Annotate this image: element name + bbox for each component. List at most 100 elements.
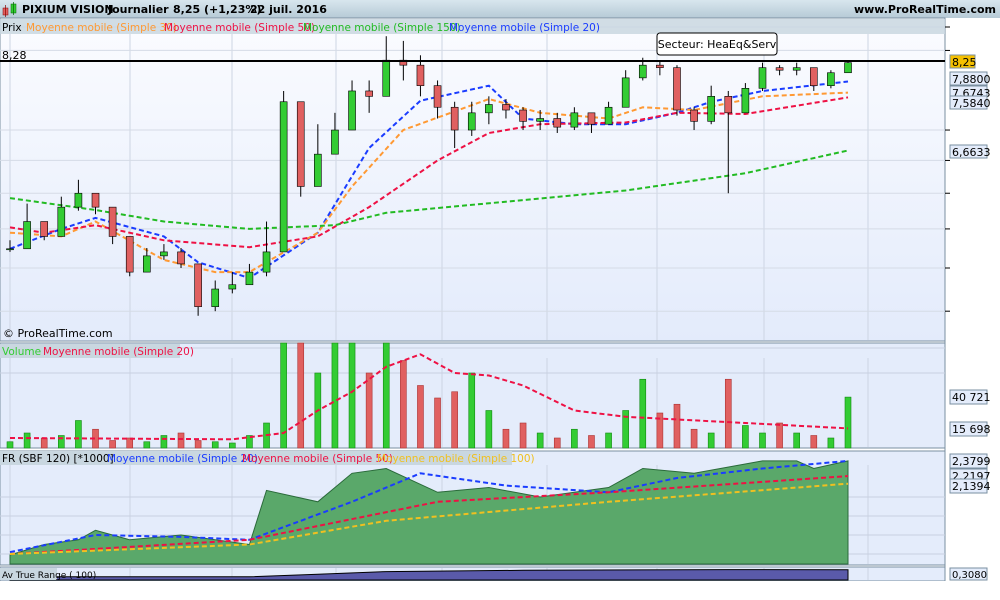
volume-bar xyxy=(348,342,356,449)
volume-bar xyxy=(707,432,715,449)
candle xyxy=(279,90,288,253)
sector-box: Secteur: HeaEq&Serv xyxy=(656,32,778,56)
candle xyxy=(519,107,527,131)
volume-bar xyxy=(400,360,407,449)
legend-volume-ma20[interactable]: Moyenne mobile (Simple 20) xyxy=(43,346,194,358)
candle xyxy=(570,107,579,131)
legend-index-ma100[interactable]: Moyenne mobile (Simple 100) xyxy=(377,453,535,465)
price-panel[interactable] xyxy=(0,17,946,342)
instrument-name: PIXIUM VISION xyxy=(22,3,114,16)
candle xyxy=(792,62,801,76)
candle-body xyxy=(724,96,733,114)
candle-body xyxy=(519,109,527,122)
candle-body xyxy=(827,72,835,86)
badge-last-price: 8,25 xyxy=(949,54,977,69)
candle xyxy=(758,62,767,91)
volume-bar xyxy=(58,435,65,449)
volume-bar xyxy=(553,437,561,449)
candle xyxy=(502,99,510,119)
price-legend: Prix Moyenne mobile (Simple 30) Moyenne … xyxy=(0,19,945,34)
volume-bar xyxy=(382,342,390,449)
candle-body xyxy=(365,90,373,97)
svg-text:8,25: 8,25 xyxy=(952,56,977,69)
svg-text:7,8800: 7,8800 xyxy=(952,73,991,86)
candle-body xyxy=(536,118,544,122)
hline-label: 8,28 xyxy=(2,49,27,62)
candle xyxy=(416,55,425,97)
legend-ma150[interactable]: Moyenne mobile (Simple 150) xyxy=(303,22,461,34)
candle-body xyxy=(57,206,66,237)
volume-bar xyxy=(6,441,14,449)
svg-text:40 721: 40 721 xyxy=(952,391,991,404)
candle xyxy=(690,107,698,131)
candle-body xyxy=(553,118,562,128)
volume-bar xyxy=(724,378,732,449)
candle-body xyxy=(40,221,49,237)
candle xyxy=(177,247,185,268)
volume-bar xyxy=(605,432,612,449)
volume-bar xyxy=(588,435,595,449)
index-ma-line-ma20 xyxy=(9,459,849,554)
candle xyxy=(433,80,442,119)
candle xyxy=(467,101,476,136)
volume-bar xyxy=(622,410,629,449)
candle xyxy=(809,67,818,91)
badge-index-last: 2,3799 xyxy=(949,453,991,469)
volume-bar xyxy=(451,391,458,449)
candle xyxy=(160,244,168,260)
legend-index-ma20[interactable]: Moyenne mobile (Simple 20) xyxy=(107,453,258,465)
candle-body xyxy=(707,96,715,122)
svg-text:7,5840: 7,5840 xyxy=(952,97,991,110)
candle xyxy=(211,280,220,312)
volume-bar xyxy=(690,428,698,449)
legend-ma20[interactable]: Moyenne mobile (Simple 20) xyxy=(449,22,600,34)
badge-index-ma100: 2,1394 xyxy=(949,478,991,494)
volume-bar xyxy=(639,378,647,449)
candle-body xyxy=(656,64,664,68)
legend-atr: Av True Range ( 100) xyxy=(2,571,96,581)
candle-body xyxy=(245,271,254,286)
candle xyxy=(125,236,134,277)
sector-label: Secteur: HeaEq&Serv xyxy=(658,38,777,51)
volume-bar xyxy=(827,437,835,449)
index-legend: FR (SBF 120) [*1000] Moyenne mobile (Sim… xyxy=(0,451,535,465)
candle-body xyxy=(587,112,596,125)
badge-atr: 0,3080 xyxy=(949,567,988,581)
candle xyxy=(775,65,784,76)
candle xyxy=(604,101,613,125)
legend-index-ma50[interactable]: Moyenne mobile (Simple 50) xyxy=(242,453,393,465)
candle xyxy=(57,196,66,237)
candle xyxy=(262,221,271,277)
legend-ma50[interactable]: Moyenne mobile (Simple 50) xyxy=(164,22,315,34)
volume-bar xyxy=(742,425,749,449)
candle xyxy=(656,60,664,76)
candle-body xyxy=(485,104,493,114)
legend-volume: Volume xyxy=(2,346,41,358)
volume-bar xyxy=(143,441,151,449)
candle-body xyxy=(177,251,185,265)
volume-bar xyxy=(502,428,510,449)
volume-bar xyxy=(40,437,48,449)
candle xyxy=(587,112,596,133)
title-bar xyxy=(0,0,1000,18)
candle xyxy=(23,203,31,250)
atr-legend: Av True Range ( 100) xyxy=(0,568,96,581)
svg-text:2,1394: 2,1394 xyxy=(952,480,991,493)
ma-line-ma150 xyxy=(9,149,849,230)
site-link[interactable]: www.ProRealTime.com xyxy=(854,3,996,16)
candle-body xyxy=(211,288,220,307)
candle-body xyxy=(143,255,151,273)
volume-bar xyxy=(75,420,82,449)
candle xyxy=(331,112,339,155)
legend-ma30[interactable]: Moyenne mobile (Simple 30) xyxy=(26,22,177,34)
candle xyxy=(553,112,562,133)
volume-legend: Volume Moyenne mobile (Simple 20) xyxy=(0,344,194,358)
candle-body xyxy=(296,101,305,187)
badge-ma20: 7,8800 xyxy=(949,71,991,86)
volume-bar xyxy=(109,440,116,449)
badge-volume-ma20: 15 698 xyxy=(949,421,991,437)
volume-bar xyxy=(194,440,202,449)
candle xyxy=(348,80,356,131)
volume-bar xyxy=(331,342,339,449)
